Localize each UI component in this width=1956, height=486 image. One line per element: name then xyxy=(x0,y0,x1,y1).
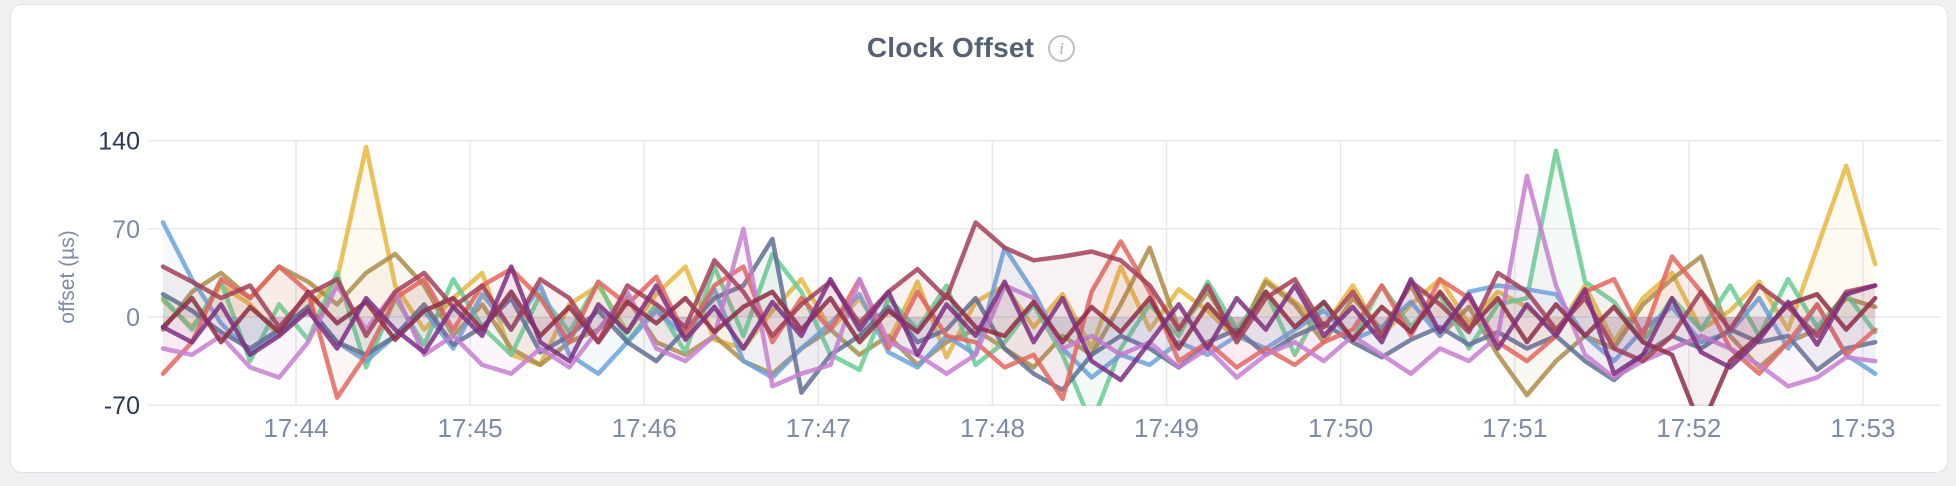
x-tick-label-17:45: 17:45 xyxy=(438,413,503,443)
x-tick-label-17:51: 17:51 xyxy=(1482,413,1547,443)
y-tick-label-70: 70 xyxy=(112,216,140,244)
series-maroon-area xyxy=(163,222,1876,362)
x-tick-label-17:48: 17:48 xyxy=(960,413,1025,443)
chart-title: Clock Offset xyxy=(866,32,1035,63)
series-red-line xyxy=(160,239,1878,402)
series-orchid-line xyxy=(160,173,1878,389)
series-blue-line xyxy=(160,220,1878,380)
x-tick-label-17:49: 17:49 xyxy=(1134,413,1199,443)
y-tick-label-140: 140 xyxy=(98,128,140,156)
series-darkpurple-line xyxy=(160,264,1878,383)
x-tick-label-17:53: 17:53 xyxy=(1830,413,1895,443)
x-tick-label-17:52: 17:52 xyxy=(1656,413,1721,443)
series-green-line xyxy=(160,148,1878,406)
x-tick-label-17:46: 17:46 xyxy=(612,413,677,443)
y-tick-label-0: 0 xyxy=(126,304,140,332)
chart-header: Clock Offset i xyxy=(0,32,1949,64)
info-icon[interactable]: i xyxy=(1048,34,1076,62)
x-tick-label-17:44: 17:44 xyxy=(263,413,328,443)
series-slate-area xyxy=(163,238,1876,393)
x-tick-label-17:50: 17:50 xyxy=(1308,413,1373,443)
y-tick-label--70: -70 xyxy=(104,392,140,420)
x-tick-label-17:47: 17:47 xyxy=(786,413,851,443)
chart-card: Clock Offset i offset (µs) xyxy=(10,4,1948,473)
